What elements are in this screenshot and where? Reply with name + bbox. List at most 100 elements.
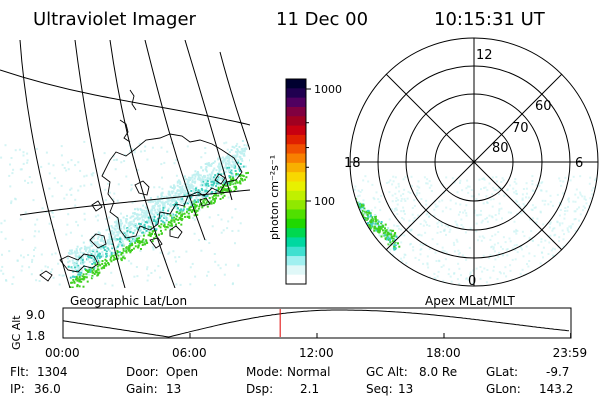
aurora-pixel — [175, 215, 178, 218]
background-pixel — [535, 289, 537, 291]
glat-label: GLat: — [486, 365, 518, 379]
aurora-pixel — [377, 227, 380, 229]
background-pixel — [362, 199, 365, 202]
observation-date: 11 Dec 00 — [276, 9, 368, 30]
background-pixel — [231, 216, 234, 219]
background-pixel — [34, 230, 37, 233]
aurora-pixel — [392, 229, 395, 232]
background-pixel — [583, 197, 586, 200]
background-pixel — [489, 238, 492, 241]
background-pixel — [70, 187, 73, 190]
background-pixel — [498, 251, 500, 254]
background-pixel — [350, 217, 351, 220]
aurora-pixel — [156, 213, 159, 216]
background-pixel — [236, 142, 239, 145]
aurora-pixel — [105, 252, 108, 255]
aurora-pixel — [67, 265, 70, 268]
background-pixel — [590, 254, 593, 257]
aurora-pixel — [156, 195, 159, 198]
aurora-pixel — [196, 195, 198, 198]
background-pixel — [350, 177, 351, 180]
aurora-pixel — [154, 200, 157, 203]
background-pixel — [378, 267, 381, 270]
aurora-pixel — [231, 145, 234, 148]
aurora-pixel — [215, 185, 218, 188]
background-pixel — [509, 269, 512, 272]
background-pixel — [416, 192, 418, 195]
aurora-pixel — [129, 223, 132, 226]
background-pixel — [391, 183, 394, 186]
aurora-pixel — [230, 172, 233, 175]
background-pixel — [208, 216, 211, 219]
background-pixel — [577, 256, 580, 259]
aurora-pixel — [79, 248, 82, 251]
background-pixel — [535, 221, 538, 224]
aurora-pixel — [100, 239, 102, 242]
aurora-pixel — [230, 178, 233, 181]
aurora-pixel — [218, 162, 221, 165]
background-pixel — [110, 241, 113, 244]
background-pixel — [581, 240, 584, 243]
colorbar-step — [286, 256, 306, 266]
aurora-pixel — [215, 197, 217, 200]
mlat-label-60: 60 — [535, 99, 552, 114]
background-pixel — [523, 277, 526, 280]
aurora-pixel — [207, 184, 210, 187]
background-pixel — [528, 260, 531, 262]
aurora-pixel — [189, 179, 191, 181]
background-pixel — [576, 208, 579, 211]
aurora-pixel — [378, 229, 381, 232]
aurora-pixel — [228, 161, 231, 164]
aurora-pixel — [123, 224, 126, 227]
background-pixel — [542, 256, 544, 259]
background-pixel — [400, 228, 403, 231]
background-pixel — [354, 185, 357, 188]
background-pixel — [405, 282, 408, 285]
aurora-pixel — [125, 249, 128, 252]
background-pixel — [189, 192, 192, 195]
background-pixel — [590, 252, 593, 255]
aurora-pixel — [169, 221, 172, 224]
aurora-pixel — [116, 245, 119, 248]
background-pixel — [223, 142, 226, 145]
aurora-pixel — [194, 206, 196, 208]
background-pixel — [372, 231, 374, 234]
background-pixel — [425, 182, 428, 185]
background-pixel — [528, 236, 531, 239]
colorbar-step — [286, 181, 306, 192]
aurora-pixel — [208, 178, 211, 181]
aurora-pixel — [76, 284, 79, 286]
background-pixel — [466, 185, 469, 188]
aurora-pixel — [89, 251, 92, 253]
aurora-pixel — [119, 231, 122, 234]
background-pixel — [536, 217, 539, 220]
aurora-pixel — [158, 217, 161, 219]
aurora-pixel — [119, 240, 121, 243]
background-pixel — [541, 276, 544, 279]
background-pixel — [566, 227, 569, 230]
aurora-pixel — [166, 226, 169, 229]
altitude-strip: GC Alt 9.0 1.8 00:00 06:00 12:00 18:00 23:59 — [10, 307, 587, 360]
alt-tick-high: 9.0 — [26, 308, 45, 322]
aurora-pixel — [179, 188, 182, 191]
aurora-pixel — [76, 263, 79, 266]
aurora-pixel — [93, 258, 95, 261]
background-pixel — [350, 191, 352, 194]
background-pixel — [397, 284, 400, 286]
background-pixel — [77, 189, 80, 192]
aurora-pixel — [243, 152, 246, 155]
background-pixel — [406, 197, 409, 200]
aurora-pixel — [350, 196, 353, 198]
aurora-pixel — [352, 210, 354, 213]
aurora-pixel — [157, 233, 160, 236]
aurora-pixel — [77, 264, 80, 267]
aurora-pixel — [365, 210, 368, 213]
aurora-pixel — [165, 195, 168, 198]
background-pixel — [460, 274, 462, 277]
aurora-pixel — [182, 208, 185, 211]
background-pixel — [483, 267, 486, 270]
aurora-pixel — [142, 204, 145, 207]
background-pixel — [597, 245, 598, 248]
background-pixel — [5, 279, 7, 281]
aurora-pixel — [177, 218, 180, 221]
